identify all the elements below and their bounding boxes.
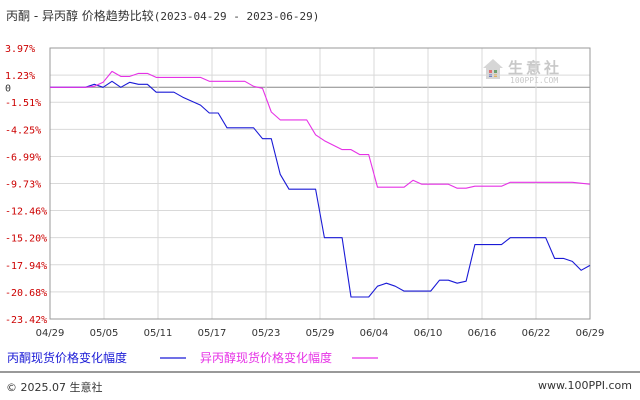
series-line-acetone [50,80,591,298]
x-tick-label: 05/29 [306,328,335,339]
x-tick-label: 05/23 [252,328,281,339]
y-tick-label: 0 [5,83,11,94]
plot-frame [49,47,591,320]
x-tick-label: 06/22 [522,328,551,339]
x-tick-label: 04/29 [36,328,65,339]
y-tick-label: 3.97% [5,44,35,55]
x-tick-label: 06/29 [576,328,605,339]
x-tick-label: 05/17 [198,328,227,339]
y-tick-label: -6.99% [5,152,41,163]
legend-label-isopropanol: 异丙醇现货价格变化幅度 [200,350,332,365]
y-tick-label: 1.23% [5,71,35,82]
legend-label-acetone: 丙酮现货价格变化幅度 [7,350,127,365]
watermark-site: 100PPI.COM [510,76,559,85]
x-tick-label: 06/16 [468,328,497,339]
chart-title: 丙酮 - 异丙醇 价格趋势比较(2023-04-29 - 2023-06-29) [6,7,319,24]
y-tick-label: -12.46% [5,207,47,218]
watermark-name: 生意社 [508,59,563,77]
x-tick-label: 05/05 [90,328,119,339]
x-tick-label: 06/04 [360,328,389,339]
y-tick-label: -17.94% [5,261,47,272]
chart-date-range: (2023-04-29 - 2023-06-29) [153,10,320,23]
x-tick-label: 05/11 [144,328,173,339]
y-tick-label: -20.68% [5,288,47,299]
watermark-logo: 生意社 100PPI.COM [480,56,580,90]
y-tick-label: -4.25% [5,125,41,136]
y-tick-label: -1.51% [5,98,41,109]
chart-title-text: 丙酮 - 异丙醇 价格趋势比较 [6,9,154,23]
series-line-isopropanol [50,70,591,189]
footer-site-link[interactable]: www.100PPI.com [538,379,632,392]
y-tick-label: -23.42% [5,315,47,326]
footer-copyright: © 2025.07 生意社 [6,381,103,394]
y-tick-label: -9.73% [5,180,41,191]
y-tick-label: -15.20% [5,234,47,245]
x-tick-label: 06/10 [414,328,443,339]
